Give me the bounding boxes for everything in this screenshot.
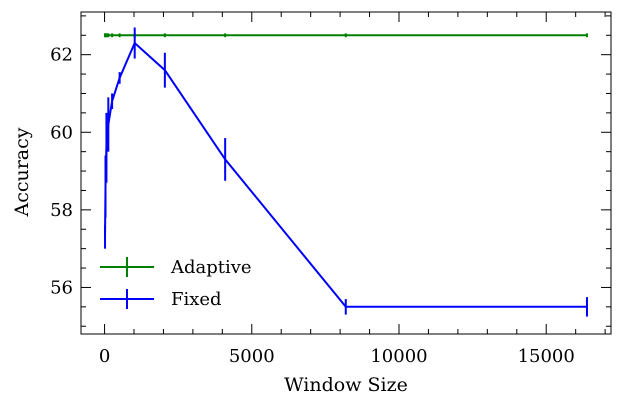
y-tick-label: 58	[50, 200, 73, 221]
x-tick-label: 10000	[370, 346, 427, 367]
legend: Adaptive Fixed	[100, 257, 252, 310]
y-tick-label: 60	[50, 122, 73, 143]
x-tick-label: 5000	[229, 346, 275, 367]
y-tick-label: 56	[50, 277, 73, 298]
legend-fixed-label: Fixed	[171, 289, 222, 310]
axis-ticks	[81, 12, 611, 334]
series-layer	[104, 27, 588, 317]
x-axis-label: Window Size	[284, 374, 408, 396]
tick-labels: 0 5000 10000 15000 56 58 60 62	[50, 45, 575, 367]
x-tick-label: 15000	[518, 346, 575, 367]
x-tick-label: 0	[99, 346, 110, 367]
plot-frame	[80, 11, 612, 335]
y-tick-label: 62	[50, 45, 73, 66]
y-axis-label: Accuracy	[11, 127, 33, 217]
legend-adaptive-label: Adaptive	[170, 257, 252, 278]
